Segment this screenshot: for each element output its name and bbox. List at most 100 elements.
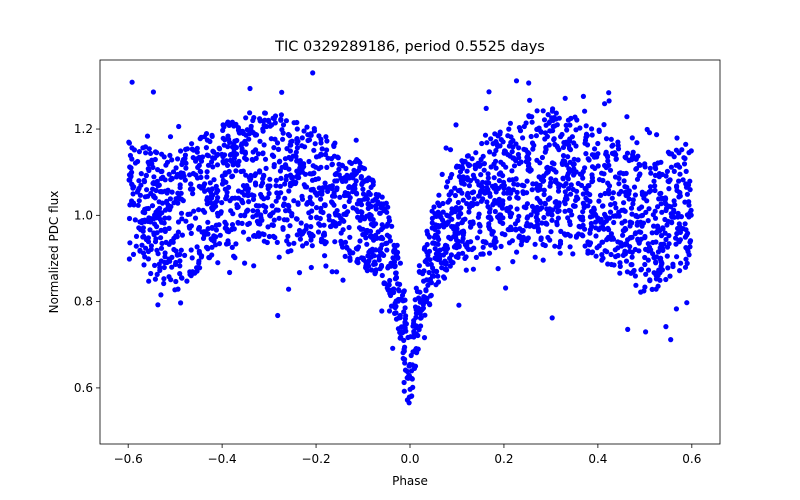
data-point xyxy=(638,266,645,272)
data-point xyxy=(602,162,608,169)
data-point xyxy=(178,148,184,154)
data-point xyxy=(514,206,520,212)
data-point xyxy=(465,153,471,159)
data-point xyxy=(161,154,167,160)
data-point xyxy=(487,149,493,155)
data-point xyxy=(470,266,476,272)
data-point xyxy=(280,122,287,128)
data-point xyxy=(589,175,596,181)
data-point xyxy=(498,159,504,165)
data-point xyxy=(130,191,136,197)
data-point xyxy=(600,239,606,245)
data-point xyxy=(205,153,211,159)
data-point xyxy=(493,139,499,145)
data-point xyxy=(564,141,570,147)
data-point xyxy=(625,237,631,243)
data-point xyxy=(553,169,559,175)
data-point xyxy=(246,136,252,142)
data-point xyxy=(473,254,479,260)
data-point xyxy=(453,205,459,211)
data-point xyxy=(589,164,596,170)
data-point xyxy=(245,193,251,199)
data-point xyxy=(178,300,184,306)
data-point xyxy=(456,251,462,257)
data-point xyxy=(573,127,579,133)
data-point xyxy=(481,167,487,173)
data-point xyxy=(427,276,433,282)
data-point xyxy=(222,152,228,158)
data-point xyxy=(126,215,133,222)
data-point xyxy=(210,164,216,170)
data-point xyxy=(581,204,587,211)
data-point xyxy=(535,126,541,132)
data-point xyxy=(246,131,253,137)
data-point xyxy=(347,234,353,240)
data-point xyxy=(126,256,132,262)
data-point xyxy=(650,251,656,257)
data-point xyxy=(663,201,669,207)
data-point xyxy=(402,321,408,327)
data-point xyxy=(674,254,680,260)
data-point xyxy=(484,140,490,146)
data-point xyxy=(594,154,600,160)
data-point xyxy=(554,219,560,225)
data-point xyxy=(347,159,353,165)
data-point xyxy=(170,239,176,245)
data-point xyxy=(492,245,498,251)
data-point xyxy=(211,177,217,183)
data-point xyxy=(329,183,335,189)
data-point xyxy=(459,190,465,196)
scatter-series xyxy=(126,70,694,406)
data-point xyxy=(486,250,493,256)
data-point xyxy=(158,227,164,233)
data-point xyxy=(271,145,277,151)
data-point xyxy=(548,176,554,182)
data-point xyxy=(487,193,493,199)
data-point xyxy=(602,101,608,107)
data-point xyxy=(654,132,660,138)
data-point xyxy=(203,244,210,250)
data-point xyxy=(536,174,542,180)
data-point xyxy=(516,125,523,131)
data-point xyxy=(323,263,329,269)
data-point xyxy=(632,231,638,237)
data-point xyxy=(401,337,407,343)
data-point xyxy=(514,189,520,195)
data-point xyxy=(633,282,639,288)
data-point xyxy=(342,203,348,210)
data-point xyxy=(606,90,612,96)
data-point xyxy=(358,198,364,204)
data-point xyxy=(308,264,314,271)
data-point xyxy=(651,178,657,184)
data-point xyxy=(367,191,373,197)
data-point xyxy=(642,164,648,170)
data-point xyxy=(455,221,461,227)
data-point xyxy=(378,264,385,270)
data-point xyxy=(534,108,540,114)
data-point xyxy=(548,229,554,235)
data-point xyxy=(190,155,196,161)
data-point xyxy=(659,209,665,215)
data-point xyxy=(611,262,617,268)
data-point xyxy=(293,216,299,222)
data-point xyxy=(229,222,236,228)
data-point xyxy=(555,181,561,187)
data-point xyxy=(301,228,307,235)
data-point xyxy=(222,137,228,143)
data-point xyxy=(647,278,653,284)
data-point xyxy=(688,148,694,154)
data-point xyxy=(486,209,493,215)
data-point xyxy=(657,270,663,276)
data-point xyxy=(177,185,183,191)
data-point xyxy=(188,247,194,253)
data-point xyxy=(286,241,292,247)
data-point xyxy=(492,131,498,137)
data-point xyxy=(178,210,185,216)
data-point xyxy=(628,262,634,268)
data-point xyxy=(524,178,530,184)
data-point xyxy=(354,201,360,207)
data-point xyxy=(367,248,373,254)
data-point xyxy=(623,155,629,161)
data-point xyxy=(221,142,227,148)
data-point xyxy=(616,191,622,197)
